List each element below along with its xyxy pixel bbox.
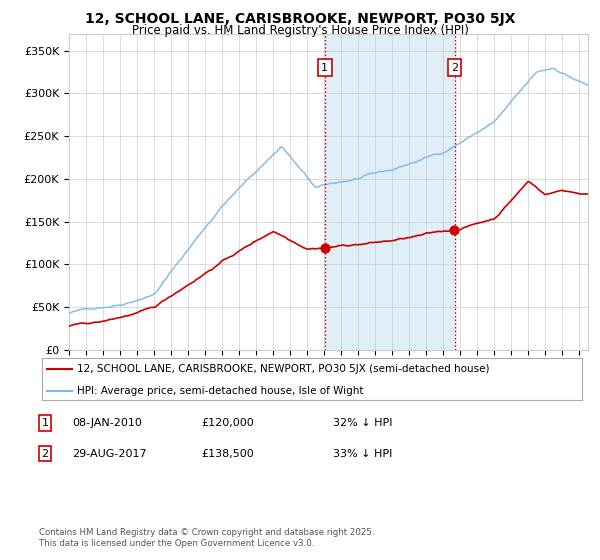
Text: 12, SCHOOL LANE, CARISBROOKE, NEWPORT, PO30 5JX: 12, SCHOOL LANE, CARISBROOKE, NEWPORT, P…: [85, 12, 515, 26]
Text: 32% ↓ HPI: 32% ↓ HPI: [333, 418, 392, 428]
Bar: [325, 34, 455, 350]
Text: Contains HM Land Registry data © Crown copyright and database right 2025.
This d: Contains HM Land Registry data © Crown c…: [39, 528, 374, 548]
Text: Price paid vs. HM Land Registry's House Price Index (HPI): Price paid vs. HM Land Registry's House …: [131, 24, 469, 36]
Point: [449, 226, 459, 235]
Text: 12, SCHOOL LANE, CARISBROOKE, NEWPORT, PO30 5JX (semi-detached house): 12, SCHOOL LANE, CARISBROOKE, NEWPORT, P…: [77, 364, 490, 374]
Text: £138,500: £138,500: [201, 449, 254, 459]
Text: 2: 2: [451, 63, 458, 73]
Point: [320, 243, 330, 252]
Text: 29-AUG-2017: 29-AUG-2017: [72, 449, 146, 459]
Text: 08-JAN-2010: 08-JAN-2010: [72, 418, 142, 428]
Text: HPI: Average price, semi-detached house, Isle of Wight: HPI: Average price, semi-detached house,…: [77, 386, 364, 396]
Text: 2: 2: [41, 449, 49, 459]
Text: £120,000: £120,000: [201, 418, 254, 428]
Text: 1: 1: [321, 63, 328, 73]
Text: 33% ↓ HPI: 33% ↓ HPI: [333, 449, 392, 459]
Text: 1: 1: [41, 418, 49, 428]
